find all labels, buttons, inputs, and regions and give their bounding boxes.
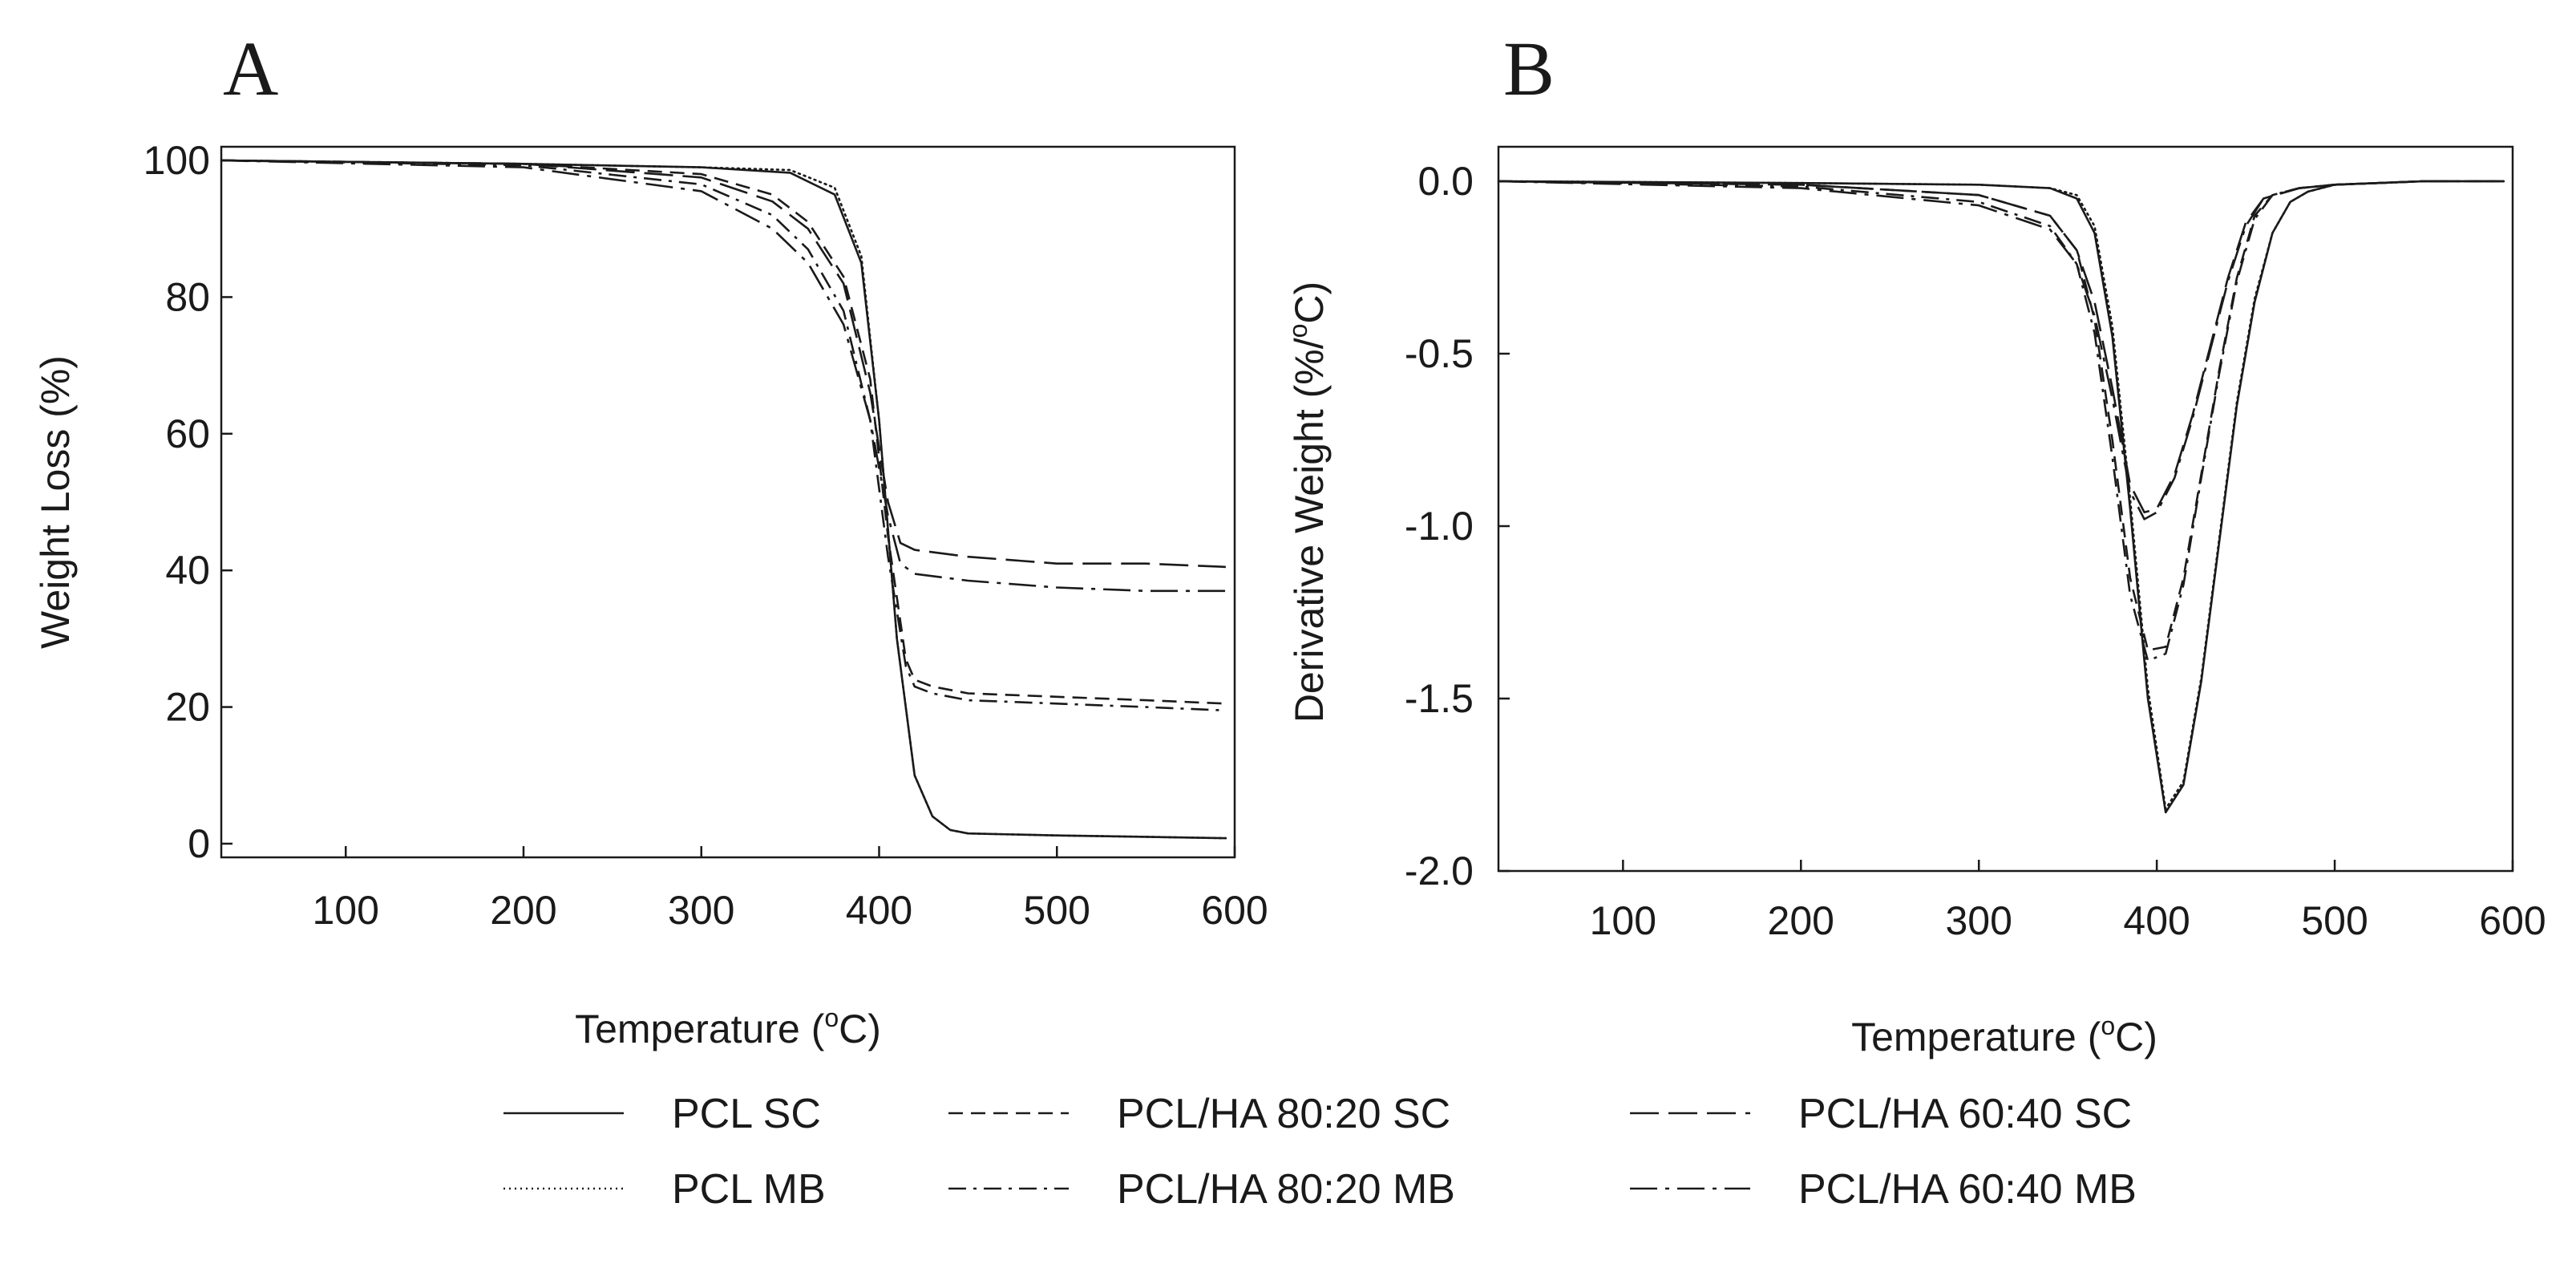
panel-a-series-pcl-sc	[220, 159, 1226, 840]
panel-b-y-ticks: 0.0 -0.5 -1.0 -1.5 -2.0	[1405, 159, 1510, 893]
panel-b-x-axis-degree: o	[2101, 1011, 2115, 1040]
panel-b-series-pcl-ha-80-20-mb	[1498, 180, 2504, 662]
panel-a-series-pcl-ha-80-20-mb	[220, 159, 1226, 712]
panel-b-series-pcl-mb	[1497, 180, 2505, 810]
panel-a-x-axis-scale: C	[839, 1007, 867, 1051]
panel-b-y-tick-label: -2.0	[1405, 849, 1474, 893]
panel-a-series-pcl-ha-60-40-mb	[220, 159, 1226, 593]
panel-b-y-tick-label: -1.5	[1405, 676, 1474, 721]
legend: PCL SC PCL/HA 80:20 SC PCL/HA 60:40 SC PCL …	[503, 1091, 2137, 1213]
panel-a-letter: A	[223, 26, 278, 111]
panel-b: B 0.0 -0.5 -1.0 -1.5 -2.0 100 200 300 400 500 600…	[1284, 26, 2546, 1059]
panel-a-y-tick-label: 80	[165, 274, 210, 319]
panel-b-y-tick-label: 0.0	[1417, 159, 1474, 204]
panel-a-x-tick-label: 500	[1024, 888, 1090, 933]
legend-label: PCL/HA 60:40 MB	[1798, 1166, 2137, 1213]
panel-b-x-tick-label: 500	[2301, 898, 2368, 943]
panel-a-y-tick-label: 0	[188, 821, 210, 866]
panel-b-x-tick-label: 100	[1590, 898, 1656, 943]
panel-b-series-pcl-ha-80-20-sc	[1498, 180, 2504, 652]
panel-a-x-axis-degree: o	[824, 1003, 839, 1032]
legend-label: PCL/HA 80:20 SC	[1117, 1091, 1450, 1137]
panel-b-y-axis-end: C)	[1287, 282, 1332, 324]
panel-b-x-axis-title: Temperature (oC)	[1851, 1011, 2157, 1059]
panel-b-y-axis-degree: o	[1284, 324, 1312, 338]
panel-a: A 0 20 40 60 80 100 100 200 300 400 500 600 Weight…	[33, 26, 1268, 1051]
legend-label: PCL SC	[672, 1091, 821, 1137]
panel-b-y-axis-title: Derivative Weight (%/oC)	[1284, 282, 1332, 723]
panel-a-series	[220, 159, 1227, 840]
panel-b-x-ticks: 100 200 300 400 500 600	[1590, 860, 2546, 943]
panel-b-series	[1497, 180, 2505, 814]
panel-a-x-tick-label: 100	[313, 888, 379, 933]
panel-b-x-tick-label: 200	[1768, 898, 1834, 943]
panel-b-x-tick-label: 600	[2479, 898, 2546, 943]
legend-label: PCL MB	[672, 1166, 826, 1213]
panel-a-x-tick-label: 400	[846, 888, 912, 933]
panel-a-frame	[220, 145, 1236, 859]
panel-b-series-pcl-sc	[1498, 180, 2504, 814]
panel-a-x-tick-label: 200	[490, 888, 556, 933]
panel-a-y-ticks: 0 20 40 60 80 100	[144, 138, 233, 866]
legend-label: PCL/HA 80:20 MB	[1117, 1166, 1455, 1213]
panel-b-series-pcl-ha-60-40-mb	[1498, 180, 2504, 521]
panel-a-y-tick-label: 40	[165, 548, 210, 593]
panel-a-series-pcl-ha-60-40-sc	[220, 159, 1226, 569]
panel-b-frame	[1497, 145, 2514, 873]
panel-b-letter: B	[1503, 26, 1555, 111]
panel-b-x-axis-scale: C	[2115, 1015, 2144, 1059]
panel-a-series-pcl-ha-80-20-sc	[220, 159, 1226, 705]
panel-b-y-axis-title-text: Derivative Weight (%/	[1287, 338, 1332, 723]
panel-a-x-ticks: 100 200 300 400 500 600	[313, 846, 1268, 933]
panel-b-x-axis-title-text: Temperature	[1851, 1015, 2077, 1059]
panel-a-x-axis-title-text: Temperature	[575, 1007, 800, 1051]
panel-a-y-tick-label: 100	[144, 138, 210, 183]
panel-a-x-tick-label: 600	[1201, 888, 1268, 933]
legend-label: PCL/HA 60:40 SC	[1798, 1091, 2132, 1137]
panel-b-y-tick-label: -0.5	[1405, 331, 1474, 376]
panel-a-y-tick-label: 60	[165, 411, 210, 456]
panel-a-x-tick-label: 300	[668, 888, 734, 933]
panel-b-x-tick-label: 300	[1945, 898, 2012, 943]
panel-a-series-pcl-mb	[220, 159, 1227, 840]
panel-a-x-axis-title: Temperature (oC)	[575, 1003, 881, 1051]
panel-a-y-axis-title: Weight Loss (%)	[33, 355, 78, 649]
panel-b-series-pcl-ha-60-40-sc	[1498, 180, 2504, 514]
panel-a-y-tick-label: 20	[165, 685, 210, 730]
panel-b-x-tick-label: 400	[2123, 898, 2190, 943]
panel-b-y-tick-label: -1.0	[1405, 504, 1474, 549]
